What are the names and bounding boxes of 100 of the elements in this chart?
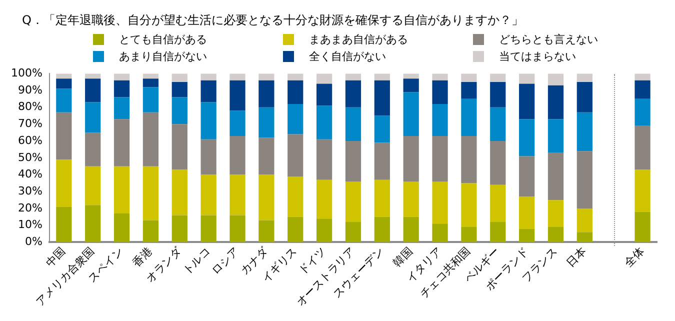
bar	[576, 74, 592, 82]
bar	[56, 88, 72, 112]
legend-label: とても自信がある	[119, 32, 207, 47]
bar	[432, 74, 448, 80]
bar	[374, 116, 390, 143]
bar	[490, 184, 506, 222]
bar	[172, 215, 188, 242]
bar	[114, 97, 130, 120]
bar	[288, 134, 304, 176]
bar	[461, 183, 477, 228]
bar	[288, 176, 304, 217]
bar	[634, 98, 650, 126]
x-tick-label: 日本	[564, 244, 589, 270]
bar	[548, 152, 564, 200]
bar	[634, 80, 650, 99]
bar	[374, 180, 390, 217]
bar	[432, 224, 448, 242]
bar	[576, 82, 592, 112]
bar	[432, 80, 448, 104]
bar	[634, 74, 650, 80]
bar	[258, 80, 274, 108]
bar	[114, 80, 130, 98]
bar	[403, 216, 419, 242]
legend-label: 当てはまらない	[499, 49, 576, 64]
bar	[432, 182, 448, 224]
bar	[230, 136, 246, 175]
bar	[576, 112, 592, 152]
bar	[85, 132, 101, 166]
bar	[85, 78, 101, 102]
bar	[56, 112, 72, 160]
bar	[172, 74, 188, 82]
bar	[200, 139, 216, 175]
bar	[316, 74, 332, 84]
bar	[230, 110, 246, 136]
y-tick-label: 50%	[18, 150, 42, 164]
bar	[634, 212, 650, 242]
bar	[172, 170, 188, 216]
bar	[374, 142, 390, 180]
bar	[519, 74, 535, 84]
bar	[85, 166, 101, 206]
bar	[258, 138, 274, 175]
y-tick-label: 100%	[10, 66, 42, 80]
bar	[316, 139, 332, 180]
bar	[490, 141, 506, 185]
bar	[345, 107, 362, 142]
bar	[258, 174, 274, 220]
bar	[142, 112, 159, 166]
y-tick-label: 0%	[24, 235, 42, 248]
bar	[461, 98, 477, 136]
y-tick-label: 70%	[18, 117, 42, 130]
bar	[461, 136, 477, 184]
bar	[461, 227, 477, 242]
y-tick-label: 40%	[18, 168, 42, 181]
bar	[374, 216, 390, 242]
bar	[316, 180, 332, 219]
bar	[432, 136, 448, 182]
bar	[316, 218, 332, 242]
bar	[490, 222, 506, 242]
bar	[114, 119, 130, 166]
bar	[374, 80, 390, 116]
bar	[519, 119, 535, 156]
y-tick-label: 90%	[18, 83, 42, 96]
y-tick-label: 20%	[18, 201, 42, 214]
bar	[548, 200, 564, 228]
bar	[316, 84, 332, 106]
bar	[114, 166, 130, 214]
x-tick-label: 韓国	[390, 244, 416, 270]
bar	[519, 196, 535, 229]
y-tick-label: 60%	[18, 134, 42, 147]
bar	[461, 82, 477, 99]
bar	[230, 80, 246, 111]
y-tick-label: 10%	[18, 218, 42, 232]
bar	[288, 74, 304, 80]
bar	[200, 174, 216, 216]
bar	[230, 174, 246, 216]
bar	[345, 182, 362, 222]
bar	[142, 78, 159, 88]
bar	[634, 126, 650, 170]
bar	[461, 74, 477, 82]
bar	[258, 107, 274, 138]
bar	[85, 205, 101, 242]
bar	[403, 92, 419, 136]
bar	[288, 104, 304, 134]
bar	[345, 74, 362, 80]
x-tick-label: 全体	[622, 244, 647, 270]
bar	[200, 80, 216, 102]
x-tick-label: 中国	[43, 244, 68, 270]
bar	[403, 182, 419, 217]
bar	[548, 74, 564, 86]
bar	[172, 97, 188, 124]
y-tick-label: 30%	[18, 184, 42, 198]
bar	[374, 74, 390, 80]
bar	[490, 74, 506, 82]
bar	[345, 80, 362, 108]
bar	[432, 104, 448, 136]
bar	[230, 215, 246, 242]
bar	[142, 220, 159, 242]
x-tick-label: 香港	[130, 244, 155, 270]
bar	[258, 74, 274, 80]
bar	[519, 228, 535, 242]
